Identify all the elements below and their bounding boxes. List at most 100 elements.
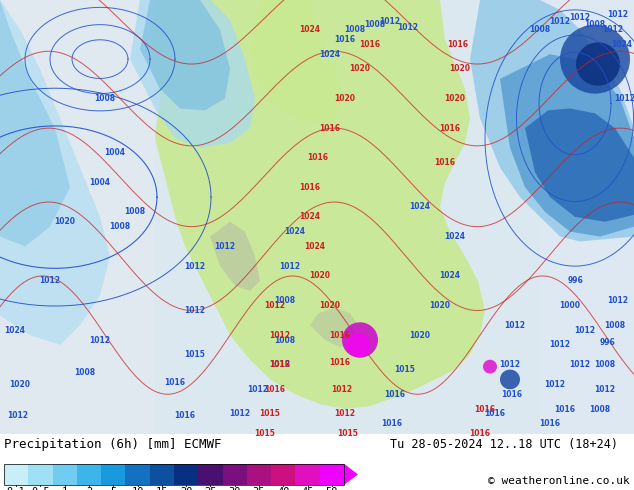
Text: 1024: 1024: [439, 271, 460, 280]
Text: 5: 5: [110, 487, 117, 490]
Bar: [198, 464, 223, 485]
Text: 0.5: 0.5: [31, 487, 50, 490]
Text: 1015: 1015: [259, 410, 280, 418]
Text: 1012: 1012: [269, 360, 290, 369]
Polygon shape: [0, 0, 70, 246]
Bar: [223, 464, 247, 485]
Polygon shape: [470, 0, 634, 242]
Text: 30: 30: [228, 487, 241, 490]
Text: 25: 25: [204, 487, 217, 490]
Text: 1024: 1024: [320, 49, 340, 59]
Text: 996: 996: [567, 276, 583, 285]
Text: 1016: 1016: [174, 412, 195, 420]
Polygon shape: [310, 308, 360, 347]
Text: 1012: 1012: [269, 331, 290, 340]
Text: 50: 50: [326, 487, 338, 490]
Text: 1008: 1008: [604, 321, 626, 330]
Text: 1008: 1008: [585, 20, 605, 29]
Text: 1020: 1020: [10, 380, 30, 389]
Polygon shape: [344, 464, 358, 485]
Text: 1012: 1012: [89, 336, 110, 344]
Text: 1012: 1012: [569, 13, 590, 22]
Polygon shape: [525, 108, 634, 222]
Text: 1008: 1008: [275, 296, 295, 305]
Text: 996: 996: [600, 339, 616, 347]
Text: 1016: 1016: [484, 410, 505, 418]
Text: 1015: 1015: [394, 365, 415, 374]
Text: 1012: 1012: [569, 360, 590, 369]
Text: 1024: 1024: [285, 227, 306, 236]
Text: 1024: 1024: [410, 202, 430, 212]
Text: 1012: 1012: [574, 326, 595, 335]
Text: 1008: 1008: [94, 94, 115, 103]
Text: 1016: 1016: [439, 123, 460, 133]
Circle shape: [560, 24, 630, 94]
Text: 1016: 1016: [264, 385, 285, 394]
Text: 1020: 1020: [309, 271, 330, 280]
Text: 1012: 1012: [505, 321, 526, 330]
Bar: [4, 464, 29, 485]
Text: 1024: 1024: [444, 232, 465, 241]
Text: 1012: 1012: [230, 410, 250, 418]
Text: 1008: 1008: [365, 20, 385, 29]
Circle shape: [576, 42, 620, 86]
Text: 1020: 1020: [429, 301, 451, 310]
Circle shape: [500, 369, 520, 389]
Text: 1012: 1012: [614, 94, 634, 103]
Text: 1012: 1012: [500, 360, 521, 369]
Text: 1016: 1016: [359, 40, 380, 49]
Bar: [4, 464, 344, 485]
Text: 1008: 1008: [74, 368, 96, 377]
Text: 1008: 1008: [595, 360, 616, 369]
Text: 1016: 1016: [307, 153, 328, 162]
Text: 1024: 1024: [299, 25, 321, 34]
Text: 1016: 1016: [448, 40, 469, 49]
Text: 1012: 1012: [247, 385, 269, 394]
Text: 1015: 1015: [184, 350, 205, 359]
Text: 1016: 1016: [299, 183, 321, 192]
Polygon shape: [250, 0, 342, 123]
Text: 1012: 1012: [602, 25, 623, 34]
Text: 1020: 1020: [335, 94, 356, 103]
Text: 1016: 1016: [330, 358, 351, 367]
Circle shape: [346, 333, 370, 357]
Text: 35: 35: [253, 487, 265, 490]
Polygon shape: [0, 0, 110, 345]
Text: 1: 1: [61, 487, 68, 490]
Circle shape: [342, 322, 378, 358]
Text: 1008: 1008: [344, 25, 366, 34]
Polygon shape: [210, 222, 260, 291]
Text: 1016: 1016: [320, 123, 340, 133]
Bar: [126, 464, 150, 485]
Text: 1016: 1016: [164, 378, 186, 387]
Text: 1012: 1012: [545, 380, 566, 389]
Text: 1020: 1020: [410, 331, 430, 340]
Text: 1004: 1004: [89, 178, 110, 187]
Text: 1016: 1016: [434, 158, 455, 167]
Text: 1020: 1020: [55, 217, 75, 226]
Text: 1012: 1012: [184, 306, 205, 315]
Text: 1012: 1012: [214, 242, 235, 251]
Text: © weatheronline.co.uk: © weatheronline.co.uk: [488, 476, 630, 486]
Polygon shape: [150, 0, 485, 409]
Bar: [53, 464, 77, 485]
Text: 1016: 1016: [555, 405, 576, 414]
Text: 1012: 1012: [607, 10, 628, 19]
Text: 1016: 1016: [384, 390, 406, 399]
Text: 1016: 1016: [501, 390, 522, 399]
Text: 0.1: 0.1: [7, 487, 25, 490]
Text: 1024: 1024: [299, 212, 321, 221]
Text: 1012: 1012: [264, 301, 285, 310]
Text: 1016: 1016: [540, 419, 560, 428]
Text: Precipitation (6h) [mm] ECMWF: Precipitation (6h) [mm] ECMWF: [4, 438, 221, 451]
Text: 1012: 1012: [550, 17, 571, 26]
Text: 1016: 1016: [269, 360, 290, 369]
Text: 1016: 1016: [474, 405, 496, 414]
Bar: [77, 464, 101, 485]
Polygon shape: [130, 0, 255, 148]
Text: 40: 40: [277, 487, 290, 490]
Bar: [295, 464, 320, 485]
Polygon shape: [500, 54, 634, 237]
Bar: [0, 0, 155, 434]
Text: 1008: 1008: [590, 405, 611, 414]
